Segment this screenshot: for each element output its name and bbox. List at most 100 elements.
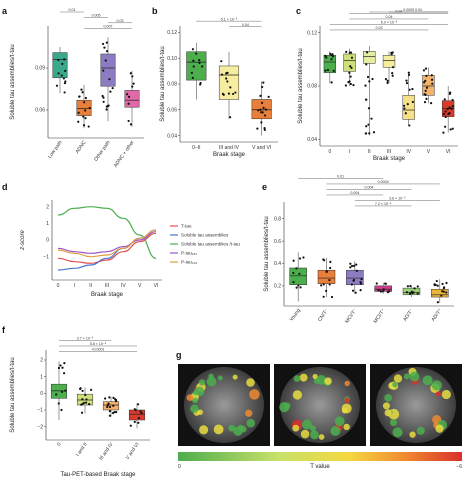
- panel-c-data-point: [447, 112, 450, 116]
- panel-a-data-point: [64, 69, 67, 72]
- panel-c-data-point: [345, 50, 348, 53]
- panel-f-box: [50, 383, 68, 399]
- panel-c-pvalue-label: 0.0005: [403, 8, 414, 12]
- panel-f-category-label: V and VI: [125, 442, 141, 461]
- panel-c-data-point: [422, 69, 426, 72]
- panel-c-ytick-label: 0.12: [307, 30, 317, 36]
- panel-a-data-point: [81, 91, 84, 94]
- panel-a-data-point: [61, 62, 64, 66]
- panel-c-category-label: I: [349, 149, 350, 155]
- panel-f-category-label: III and IV: [98, 441, 115, 461]
- panel-g-colorbar-title: T value: [310, 464, 330, 470]
- panel-e-data-point: [355, 269, 358, 272]
- panel-g-activation-blob: [193, 389, 199, 396]
- panel-c-data-point: [368, 132, 371, 135]
- panel-c-data-point: [408, 124, 411, 127]
- panel-b-data-point: [264, 108, 268, 111]
- panel-e-data-point: [359, 289, 362, 292]
- panel-f-data-point: [133, 408, 136, 411]
- panel-b-data-point: [201, 65, 204, 68]
- panel-e-data-point: [381, 290, 384, 293]
- panel-e-pvalue-label: 0.01: [337, 175, 344, 179]
- panel-a-data-point: [105, 108, 108, 111]
- panel-g-activation-blob: [316, 374, 327, 385]
- panel-g-activation-blob: [312, 373, 318, 380]
- panel-a-data-point: [88, 106, 91, 110]
- panel-a-pvalue-label: 0.03: [117, 19, 124, 23]
- panel-e-data-point: [384, 282, 387, 285]
- panel-a-data-point: [82, 115, 85, 118]
- panel-c-data-point: [403, 107, 406, 110]
- panel-g-activation-blob: [409, 371, 420, 382]
- panel-e-data-point: [382, 288, 385, 291]
- panel-d-category-label: VI: [154, 283, 159, 289]
- panel-a-data-point: [80, 88, 83, 91]
- panel-a-category-label: Other path: [93, 140, 112, 163]
- panel-f-data-point: [61, 366, 64, 369]
- panel-c-data-point: [364, 132, 367, 135]
- panel-b-data-point: [262, 81, 265, 84]
- panel-b-data-point: [256, 127, 259, 130]
- panel-a-data-point: [105, 105, 108, 108]
- panel-a-ytick-label: 0.06: [35, 108, 45, 114]
- panel-a-data-point: [127, 95, 131, 98]
- panel-g-activation-blob: [309, 425, 317, 432]
- panel-f-data-point: [84, 393, 87, 397]
- panel-e-category-label: MCI/T⁻: [344, 307, 358, 324]
- panel-e-data-point: [441, 290, 444, 293]
- panel-e-category-label: CN/T⁻: [317, 307, 330, 322]
- panel-a-data-point: [77, 120, 80, 123]
- panel-f-ytick-label: −2: [37, 424, 43, 430]
- panel-c-data-point: [326, 68, 330, 72]
- panel-f-data-point: [81, 403, 84, 406]
- panel-e-data-point: [445, 281, 448, 285]
- panel-c-data-point: [348, 71, 351, 74]
- panel-a-data-point: [129, 123, 133, 126]
- panel-f-data-point: [62, 372, 66, 375]
- panel-c-data-point: [443, 98, 446, 101]
- panel-a-data-point: [102, 100, 105, 103]
- panel-e-ylabel: Soluble tau assemblies/t-tau: [264, 216, 270, 291]
- panel-f-category-label: 0: [56, 442, 63, 448]
- panel-e-category-label: MCI/T⁺: [373, 307, 387, 324]
- panel-c-pvalue-label: 0.03: [376, 26, 383, 30]
- panel-g-activation-blob: [403, 373, 410, 380]
- panel-f-category-label: I and II: [75, 442, 89, 458]
- panel-e-data-point: [320, 284, 323, 287]
- panel-g-activation-blob: [334, 416, 345, 427]
- panel-f-data-point: [57, 366, 61, 370]
- panel-c-data-point: [448, 106, 451, 109]
- panel-c-pvalue-label: 0.04: [415, 8, 422, 12]
- panel-a-data-point: [132, 82, 135, 85]
- panel-c-data-point: [424, 89, 427, 92]
- panel-c-data-point: [430, 74, 433, 77]
- panel-c-data-point: [425, 74, 428, 77]
- panel-e-data-point: [322, 295, 325, 298]
- panel-d-ytick-label: 2: [46, 204, 49, 210]
- panel-f-ytick-label: 1: [40, 374, 43, 380]
- panel-g-activation-blob: [190, 404, 199, 413]
- panel-e-data-point: [349, 266, 352, 269]
- panel-e-pvalue-label: 0.0004: [378, 180, 389, 184]
- panel-c-data-point: [405, 79, 408, 82]
- panel-c-data-point: [365, 98, 368, 101]
- panel-c-data-point: [408, 88, 411, 91]
- panel-d-category-label: I: [74, 283, 75, 289]
- panel-f-data-point: [108, 414, 112, 417]
- panel-g-activation-blob: [435, 391, 441, 397]
- panel-c-data-point: [411, 87, 414, 91]
- panel-e-category-label: AD/T⁻: [402, 307, 415, 322]
- panel-label-b: b: [152, 6, 158, 16]
- panel-f-data-point: [133, 420, 136, 424]
- panel-g-colorbar: [178, 452, 462, 461]
- panel-f-data-point: [107, 402, 110, 405]
- panel-g-activation-blob: [390, 418, 398, 427]
- panel-e-data-point: [298, 257, 302, 260]
- panel-c-box-chart: 0.04 0.08 0.12 Soluble tau assemblies/t-tau…: [298, 8, 458, 162]
- panel-a-category-label: ADNC + other: [113, 139, 136, 168]
- panel-f-data-point: [59, 364, 62, 367]
- panel-b-pvalue-label: 5.1 × 10⁻⁵: [221, 17, 238, 21]
- panel-c-data-point: [367, 123, 370, 126]
- panel-c-category-label: II: [368, 149, 371, 155]
- panel-b-box: [251, 99, 272, 120]
